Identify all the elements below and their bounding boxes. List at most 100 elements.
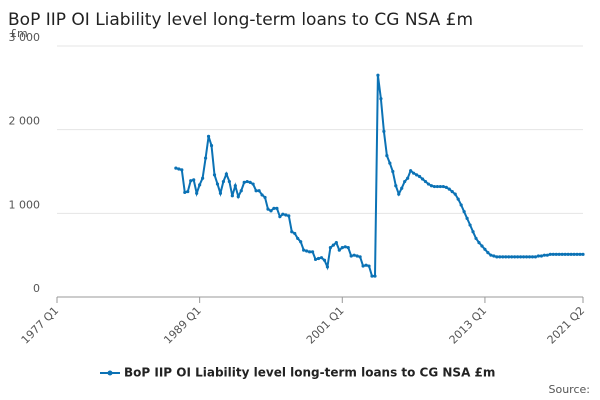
data-point	[224, 172, 228, 176]
data-point	[293, 231, 297, 236]
data-point	[254, 189, 258, 193]
data-point	[233, 184, 237, 188]
data-point	[510, 255, 514, 259]
data-point	[260, 193, 264, 197]
data-point	[459, 203, 463, 207]
data-point	[296, 236, 300, 241]
y-tick-label: 0	[33, 282, 40, 295]
data-point	[453, 192, 457, 196]
data-point	[397, 192, 401, 196]
data-point	[521, 255, 526, 259]
data-point	[352, 253, 356, 257]
y-tick-label: 3 000	[9, 31, 41, 44]
data-point	[560, 252, 564, 256]
data-point	[192, 178, 196, 182]
data-point	[287, 214, 291, 218]
data-point	[355, 254, 359, 258]
data-point	[212, 173, 217, 177]
data-point	[518, 255, 523, 259]
data-point	[206, 134, 211, 138]
data-point	[305, 249, 309, 253]
data-point	[245, 179, 249, 184]
data-point	[581, 252, 585, 256]
data-point	[227, 179, 231, 184]
data-point	[174, 166, 178, 170]
data-point	[495, 255, 499, 259]
data-point	[251, 182, 255, 186]
data-point	[310, 250, 315, 254]
data-point	[284, 213, 288, 217]
data-point	[370, 274, 374, 278]
chart-title: BoP IIP OI Liability level long-term loa…	[8, 10, 473, 30]
data-point	[328, 246, 333, 250]
data-point	[417, 174, 422, 179]
legend-marker	[107, 370, 113, 376]
data-point	[334, 241, 338, 245]
data-point	[242, 180, 246, 184]
data-point	[239, 189, 243, 193]
data-point	[504, 255, 508, 259]
data-point	[426, 182, 431, 186]
data-point	[501, 255, 505, 259]
data-point	[361, 264, 365, 268]
data-point	[266, 207, 270, 211]
x-tick-label: 2001 Q1	[304, 304, 347, 347]
data-point	[524, 255, 529, 259]
data-point	[272, 206, 276, 210]
data-point	[477, 241, 481, 245]
data-point	[471, 230, 475, 234]
data-point	[548, 252, 552, 256]
data-point	[257, 189, 261, 193]
data-point	[198, 183, 202, 187]
data-point	[382, 129, 386, 133]
data-point	[578, 252, 582, 256]
series-line	[175, 75, 583, 278]
data-point	[203, 156, 208, 160]
data-point	[414, 173, 419, 177]
data-point	[489, 253, 493, 257]
data-point	[542, 253, 546, 257]
data-point	[539, 254, 543, 258]
data-point	[189, 179, 193, 183]
data-point	[474, 236, 478, 241]
data-point	[391, 169, 395, 174]
x-tick-label: 2021 Q2	[545, 304, 588, 347]
data-point	[444, 185, 448, 189]
data-point	[438, 184, 442, 189]
data-point	[507, 255, 511, 259]
data-point	[313, 257, 318, 261]
data-point	[180, 168, 184, 172]
source: Source:	[549, 383, 591, 396]
data-point	[409, 169, 413, 173]
data-point	[432, 184, 437, 189]
data-point	[516, 255, 520, 259]
data-point	[364, 263, 368, 267]
data-point	[551, 252, 555, 256]
data-point	[307, 250, 312, 254]
data-point	[447, 187, 451, 191]
data-point	[557, 252, 561, 256]
data-point	[423, 179, 428, 184]
data-point	[349, 254, 353, 258]
data-point	[569, 252, 573, 256]
data-point	[183, 190, 187, 195]
data-point	[358, 255, 362, 259]
data-point	[420, 177, 425, 181]
data-point	[429, 184, 434, 188]
data-point	[572, 252, 576, 256]
data-point	[492, 254, 496, 258]
data-point	[230, 194, 234, 198]
data-point	[462, 210, 466, 214]
data-point	[533, 255, 538, 259]
data-point	[337, 248, 341, 252]
data-point	[513, 255, 517, 259]
x-tick-label: 2013 Q1	[447, 304, 490, 347]
data-point	[177, 167, 181, 171]
legend-label: BoP IIP OI Liability level long-term loa…	[124, 366, 495, 380]
data-point	[406, 176, 410, 180]
data-point	[450, 189, 454, 194]
data-point	[331, 243, 335, 247]
data-point	[456, 197, 460, 201]
data-point	[263, 195, 267, 200]
